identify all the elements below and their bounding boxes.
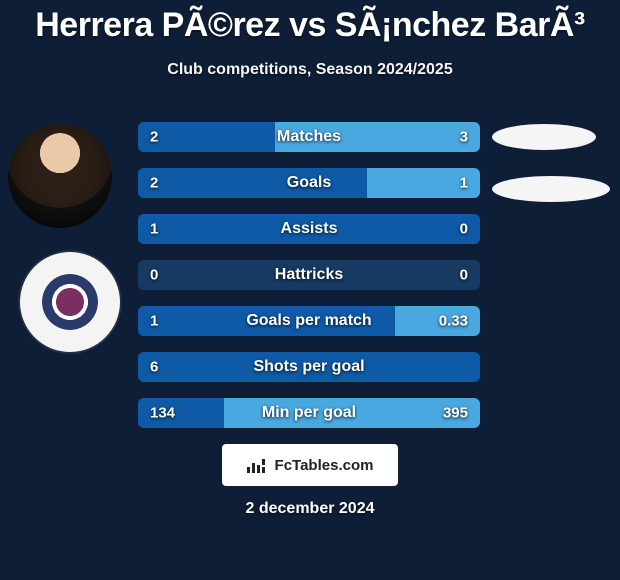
- page-title: Herrera PÃ©rez vs SÃ¡nchez BarÃ³: [0, 0, 620, 45]
- stat-value-right: 0: [460, 267, 468, 284]
- stat-value-left: 6: [150, 359, 158, 376]
- stat-label: Hattricks: [275, 266, 343, 284]
- brand-chip[interactable]: FcTables.com: [222, 444, 398, 486]
- stat-value-right: 1: [460, 175, 468, 192]
- stat-label: Goals per match: [246, 312, 371, 330]
- player-right-avatar-placeholder: [492, 124, 596, 150]
- stat-value-right: 0: [460, 221, 468, 238]
- stat-label: Shots per goal: [253, 358, 364, 376]
- stat-value-left: 0: [150, 267, 158, 284]
- page-subtitle: Club competitions, Season 2024/2025: [0, 61, 620, 79]
- stat-value-left: 134: [150, 405, 175, 422]
- stat-value-right: 3: [460, 129, 468, 146]
- stat-label: Min per goal: [262, 404, 356, 422]
- club-left-badge: [20, 252, 120, 352]
- stat-row: 0 0 Hattricks: [138, 260, 480, 290]
- brand-spark-icon: [247, 457, 269, 473]
- player-left-avatar: [8, 124, 112, 228]
- stat-row: 1 0 Assists: [138, 214, 480, 244]
- stat-row: 6 Shots per goal: [138, 352, 480, 382]
- stat-row: 134 395 Min per goal: [138, 398, 480, 428]
- stat-label: Assists: [281, 220, 338, 238]
- stat-row: 2 3 Matches: [138, 122, 480, 152]
- stat-value-left: 2: [150, 129, 158, 146]
- stat-rows-container: 2 3 Matches 2 1 Goals 1 0 Assists 0 0 Hattricks 1 0.3…: [138, 122, 480, 444]
- stat-bar-left: [138, 122, 275, 152]
- stat-value-right: 395: [443, 405, 468, 422]
- club-right-badge-placeholder: [492, 176, 610, 202]
- brand-label: FcTables.com: [275, 457, 374, 474]
- stat-row: 2 1 Goals: [138, 168, 480, 198]
- stat-value-left: 2: [150, 175, 158, 192]
- stat-value-right: 0.33: [439, 313, 468, 330]
- stat-bar-left: [138, 168, 367, 198]
- stat-label: Matches: [277, 128, 341, 146]
- footer-date: 2 december 2024: [246, 500, 375, 518]
- stat-row: 1 0.33 Goals per match: [138, 306, 480, 336]
- stat-value-left: 1: [150, 313, 158, 330]
- stat-label: Goals: [287, 174, 331, 192]
- stat-value-left: 1: [150, 221, 158, 238]
